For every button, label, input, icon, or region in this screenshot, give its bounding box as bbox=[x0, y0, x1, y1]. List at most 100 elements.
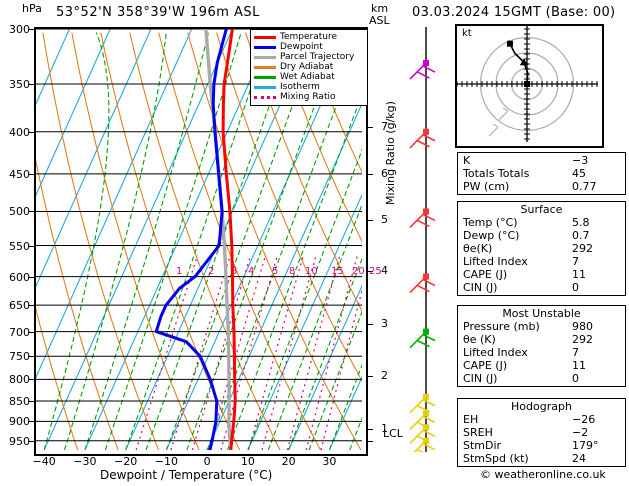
pressure-tick-label: 950 bbox=[9, 434, 30, 448]
pressure-tick-mark bbox=[28, 245, 34, 247]
table-row-key: PW (cm) bbox=[463, 180, 510, 193]
mixing-ratio-label: 15 bbox=[331, 266, 344, 277]
altitude-tick-mark bbox=[366, 429, 373, 430]
legend-swatch-icon bbox=[254, 35, 276, 39]
legend-item-label: Dewpoint bbox=[280, 41, 323, 52]
pressure-tick-mark bbox=[28, 29, 34, 30]
legend-item-label: Parcel Trajectory bbox=[280, 51, 355, 62]
pressure-tick-label: 650 bbox=[9, 299, 30, 313]
legend-swatch-icon bbox=[254, 85, 276, 89]
table-row: Lifted Index 7 bbox=[458, 255, 625, 268]
pressure-tick-mark bbox=[28, 440, 34, 442]
legend-item: Parcel Trajectory bbox=[254, 52, 364, 62]
pressure-tick-mark bbox=[28, 331, 34, 333]
altitude-axis-unit-km: km bbox=[371, 2, 389, 15]
table-row-key: EH bbox=[463, 413, 479, 426]
table-row-value: 0.77 bbox=[572, 180, 597, 193]
wind-barb-strip bbox=[404, 27, 448, 458]
temperature-tick-label: 30 bbox=[322, 455, 337, 468]
legend-swatch-icon bbox=[254, 75, 276, 79]
altitude-tick-label: 1 bbox=[381, 422, 388, 435]
table-title: Most Unstable bbox=[502, 307, 581, 320]
table-row-key: CIN (J) bbox=[463, 372, 498, 385]
pressure-tick-mark bbox=[28, 131, 34, 133]
table-row: K −3 bbox=[458, 154, 625, 167]
legend-item: Isotherm bbox=[254, 82, 364, 92]
pressure-axis-unit: hPa bbox=[22, 2, 42, 15]
mixing-ratio-label: 3 bbox=[231, 266, 238, 277]
hodograph-indices-table: Hodograph EH −26 SREH −2 StmDir 179° StmSpd (kt… bbox=[457, 398, 626, 467]
table-row: θe (K) 292 bbox=[458, 333, 625, 346]
table-row-value: 179° bbox=[572, 439, 599, 452]
pressure-tick-mark bbox=[28, 305, 34, 307]
legend-item: Dry Adiabat bbox=[254, 62, 364, 72]
table-row-value: 7 bbox=[572, 255, 579, 268]
mixing-ratio-label: 2 bbox=[208, 266, 215, 277]
table-row: PW (cm) 0.77 bbox=[458, 180, 625, 193]
pressure-tick-label: 800 bbox=[9, 373, 30, 387]
pressure-tick-label: 550 bbox=[9, 239, 30, 253]
table-row-value: 24 bbox=[572, 452, 586, 465]
pressure-tick-label: 850 bbox=[9, 394, 30, 408]
page-title: 53°52'N 358°39'W 196m ASL bbox=[56, 5, 260, 20]
pressure-tick-label: 350 bbox=[9, 78, 30, 92]
table-row: CIN (J) 0 bbox=[458, 372, 625, 385]
mixing-ratio-axis-title: Mixing Ratio (g/kg) bbox=[384, 101, 397, 205]
altitude-tick-mark bbox=[366, 220, 373, 221]
table-row-key: SREH bbox=[463, 426, 493, 439]
legend-item-label: Isotherm bbox=[280, 81, 320, 92]
pressure-tick-label: 700 bbox=[9, 325, 30, 339]
table-row-value: 0 bbox=[572, 281, 579, 294]
temperature-tick-label: 10 bbox=[240, 455, 255, 468]
lcl-tick-mark bbox=[366, 441, 373, 442]
table-row-value: 980 bbox=[572, 320, 593, 333]
temperature-tick-label: −40 bbox=[32, 455, 56, 468]
table-row-value: −3 bbox=[572, 154, 589, 167]
altitude-axis-unit-asl: ASL bbox=[369, 14, 390, 27]
table-row-key: Dewp (°C) bbox=[463, 229, 520, 242]
table-row-value: 0 bbox=[572, 372, 579, 385]
pressure-tick-mark bbox=[28, 356, 34, 358]
table-row-key: K bbox=[463, 154, 471, 167]
legend-swatch-icon bbox=[254, 45, 276, 49]
mixing-ratio-label: 4 bbox=[248, 266, 255, 277]
pressure-tick-mark bbox=[28, 211, 34, 213]
table-row-value: 11 bbox=[572, 359, 586, 372]
surface-parcel-table: Surface Temp (°C) 5.8 Dewp (°C) 0.7 θe(K) 292 L… bbox=[457, 201, 626, 296]
pressure-tick-mark bbox=[28, 379, 34, 381]
table-row-key: θe (K) bbox=[463, 333, 496, 346]
table-row-key: CIN (J) bbox=[463, 281, 498, 294]
pressure-tick-label: 500 bbox=[9, 205, 30, 219]
table-row-value: 7 bbox=[572, 346, 579, 359]
legend-item-label: Wet Adiabat bbox=[280, 71, 335, 82]
pressure-tick-label: 900 bbox=[9, 415, 30, 429]
table-row-key: CAPE (J) bbox=[463, 359, 508, 372]
table-row-value: −2 bbox=[572, 426, 589, 439]
general-indices-table: K −3 Totals Totals 45 PW (cm) 0.77 bbox=[457, 152, 626, 195]
table-row-key: StmSpd (kt) bbox=[463, 452, 529, 465]
mixing-ratio-label: 25 bbox=[369, 266, 382, 277]
mixing-ratio-label: 8 bbox=[289, 266, 296, 277]
table-row-value: 5.8 bbox=[572, 216, 590, 229]
table-row: θe(K) 292 bbox=[458, 242, 625, 255]
altitude-tick-mark bbox=[366, 271, 373, 272]
table-row-value: 11 bbox=[572, 268, 586, 281]
table-row: StmSpd (kt) 24 bbox=[458, 452, 625, 465]
altitude-tick-mark bbox=[366, 127, 373, 128]
altitude-tick-label: 6 bbox=[381, 167, 388, 180]
model-run-title: 03.03.2024 15GMT (Base: 00) bbox=[412, 5, 616, 20]
table-row: CIN (J) 0 bbox=[458, 281, 625, 294]
legend-item: Temperature bbox=[254, 32, 364, 42]
table-row: SREH −2 bbox=[458, 426, 625, 439]
legend-swatch-icon bbox=[254, 65, 276, 69]
table-row-key: Lifted Index bbox=[463, 255, 528, 268]
mixing-ratio-label: 20 bbox=[352, 266, 365, 277]
table-row-value: 45 bbox=[572, 167, 586, 180]
table-row: CAPE (J) 11 bbox=[458, 359, 625, 372]
copyright-notice: © weatheronline.co.uk bbox=[480, 468, 606, 481]
temperature-tick-label: 20 bbox=[281, 455, 296, 468]
pressure-tick-label: 400 bbox=[9, 125, 30, 139]
temperature-tick-label: −20 bbox=[114, 455, 138, 468]
table-row-key: Pressure (mb) bbox=[463, 320, 540, 333]
pressure-tick-mark bbox=[28, 84, 34, 86]
